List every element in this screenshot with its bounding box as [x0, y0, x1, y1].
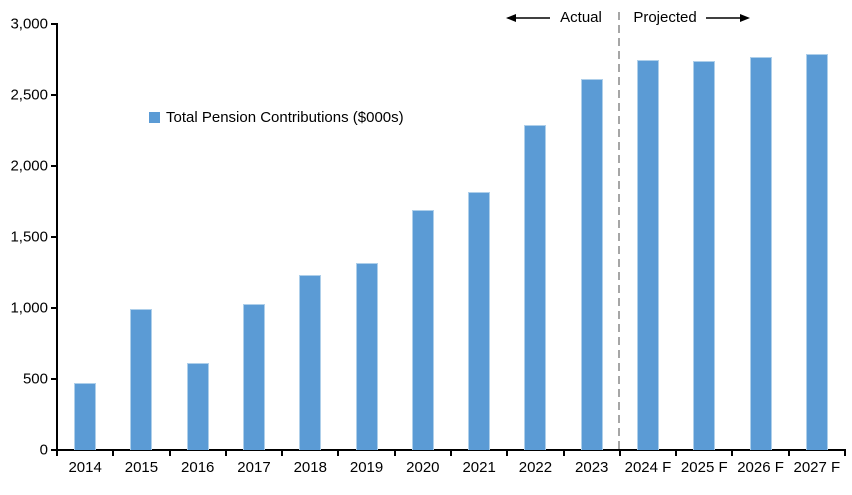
actual-annotation-label: Actual: [560, 9, 602, 26]
x-axis-tick: [731, 451, 734, 456]
x-axis-label: 2016: [181, 459, 215, 476]
y-axis-tick-label: 3,000: [10, 15, 48, 33]
y-axis-tick: [51, 307, 57, 309]
right-arrow-icon: [706, 14, 750, 22]
bar-2025-f: [693, 60, 716, 450]
x-axis-label: 2024 F: [624, 459, 672, 476]
y-axis-tick-label: 2,000: [10, 157, 48, 175]
bar-2016: [186, 363, 209, 450]
y-axis-tick: [51, 378, 57, 380]
x-axis-label: 2023: [575, 459, 609, 476]
bar-2022: [524, 124, 547, 450]
x-axis-line: [56, 449, 846, 451]
x-axis-label: 2022: [518, 459, 553, 476]
x-axis-tick: [112, 451, 115, 456]
bar-2018: [299, 275, 322, 450]
x-axis-tick: [281, 451, 284, 456]
x-axis-tick: [393, 451, 396, 456]
bar-2017: [243, 303, 265, 450]
y-axis-line: [56, 23, 58, 451]
x-axis-tick: [56, 451, 58, 456]
x-axis-tick: [450, 451, 452, 456]
y-axis-tick-label: 1,000: [10, 299, 48, 317]
x-axis-label: 2014: [68, 459, 102, 476]
bar-2019: [355, 262, 378, 450]
bar-2021: [468, 191, 491, 450]
x-axis-label: 2017: [237, 459, 271, 476]
x-axis-tick: [618, 451, 621, 456]
x-axis-tick: [844, 451, 846, 456]
y-axis-tick-label: 500: [22, 370, 48, 388]
x-axis-label: 2026 F: [737, 459, 784, 476]
y-axis-tick-label: 0: [39, 441, 48, 459]
x-axis-tick: [675, 451, 678, 456]
x-axis-label: 2020: [406, 459, 440, 476]
x-axis-tick: [168, 451, 171, 456]
x-axis-label: 2019: [349, 459, 384, 476]
y-axis-tick-label: 1,500: [10, 228, 48, 246]
x-axis-tick: [562, 451, 565, 456]
legend-label: Total Pension Contributions ($000s): [166, 109, 404, 126]
bar-2020: [411, 210, 434, 450]
x-axis-label: 2015: [124, 459, 159, 476]
bar-2027-f: [805, 53, 828, 450]
legend-swatch-icon: [149, 112, 160, 123]
x-axis-label: 2027 F: [793, 459, 841, 476]
x-axis-tick: [337, 451, 340, 456]
x-axis-label: 2021: [462, 459, 496, 476]
y-axis-tick: [51, 165, 57, 167]
bar-2023: [580, 79, 603, 450]
actual-projected-divider-dashed-line: [618, 12, 620, 450]
bar-2014: [74, 383, 97, 450]
y-axis-tick: [51, 236, 57, 238]
bar-2024-f: [637, 59, 659, 450]
x-axis-label: 2025 F: [680, 459, 728, 476]
y-axis-tick: [51, 23, 57, 25]
x-axis-label: 2018: [293, 459, 327, 476]
x-axis-tick: [787, 451, 790, 456]
y-axis-tick: [51, 449, 57, 451]
legend: Total Pension Contributions ($000s): [149, 109, 404, 126]
left-arrow-icon: [506, 14, 550, 22]
x-axis-tick: [224, 451, 227, 456]
y-axis-tick: [51, 94, 57, 96]
projected-annotation-label: Projected: [633, 9, 697, 26]
y-axis-tick-label: 2,500: [10, 86, 48, 104]
x-axis-tick: [506, 451, 509, 456]
bar-2015: [130, 309, 153, 450]
bar-2026-f: [749, 56, 772, 450]
